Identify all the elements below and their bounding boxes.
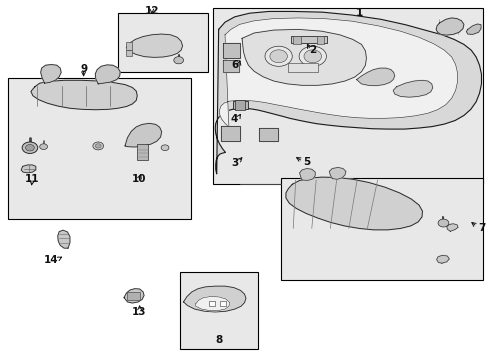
Text: 8: 8 <box>215 334 223 345</box>
Polygon shape <box>58 230 70 248</box>
Polygon shape <box>299 168 315 180</box>
Polygon shape <box>259 128 277 141</box>
Polygon shape <box>125 123 161 147</box>
Bar <box>127 292 140 300</box>
Circle shape <box>299 46 326 66</box>
Text: 7: 7 <box>478 223 485 233</box>
Polygon shape <box>126 34 182 57</box>
Polygon shape <box>466 24 480 35</box>
Bar <box>220 301 225 306</box>
Bar <box>126 50 132 56</box>
Bar <box>281 178 483 280</box>
Bar <box>126 42 132 50</box>
Bar <box>209 301 215 306</box>
Text: 5: 5 <box>303 157 309 167</box>
Text: 2: 2 <box>308 45 316 55</box>
Circle shape <box>161 145 168 150</box>
Polygon shape <box>222 43 239 58</box>
Text: 1: 1 <box>355 8 362 18</box>
Circle shape <box>264 46 292 66</box>
Text: 10: 10 <box>131 174 145 184</box>
Polygon shape <box>329 167 345 179</box>
Polygon shape <box>183 286 245 312</box>
Text: 11: 11 <box>25 174 40 184</box>
Text: 6: 6 <box>231 60 238 70</box>
Bar <box>290 36 327 42</box>
Polygon shape <box>31 80 137 110</box>
Circle shape <box>173 57 183 64</box>
Bar <box>180 272 258 349</box>
Polygon shape <box>356 68 394 86</box>
Circle shape <box>437 219 448 227</box>
Text: 14: 14 <box>43 255 58 265</box>
Circle shape <box>269 50 287 63</box>
Polygon shape <box>435 18 463 35</box>
Polygon shape <box>95 65 120 84</box>
Bar <box>293 36 300 44</box>
Polygon shape <box>41 64 61 83</box>
Text: 4: 4 <box>230 114 237 124</box>
Polygon shape <box>124 289 144 303</box>
Polygon shape <box>221 126 239 141</box>
Bar <box>234 100 245 110</box>
Circle shape <box>22 142 38 153</box>
Circle shape <box>93 142 103 150</box>
Polygon shape <box>222 60 238 72</box>
Polygon shape <box>215 12 481 174</box>
Circle shape <box>95 144 101 148</box>
Circle shape <box>304 50 321 63</box>
Polygon shape <box>392 80 432 97</box>
Circle shape <box>25 144 34 151</box>
Polygon shape <box>242 30 366 85</box>
Polygon shape <box>219 18 457 127</box>
Polygon shape <box>21 165 36 173</box>
Bar <box>137 144 148 160</box>
Circle shape <box>40 144 47 149</box>
Bar <box>288 63 317 72</box>
Text: 3: 3 <box>230 158 238 168</box>
Text: 12: 12 <box>144 6 159 16</box>
Bar <box>316 36 324 44</box>
Text: 13: 13 <box>131 307 145 317</box>
Polygon shape <box>195 297 229 311</box>
Bar <box>212 8 483 184</box>
Bar <box>118 13 207 72</box>
Polygon shape <box>285 177 422 230</box>
Bar <box>8 78 190 220</box>
Polygon shape <box>446 224 457 231</box>
Text: 9: 9 <box>80 64 87 74</box>
Bar <box>233 101 247 109</box>
Polygon shape <box>436 255 448 263</box>
